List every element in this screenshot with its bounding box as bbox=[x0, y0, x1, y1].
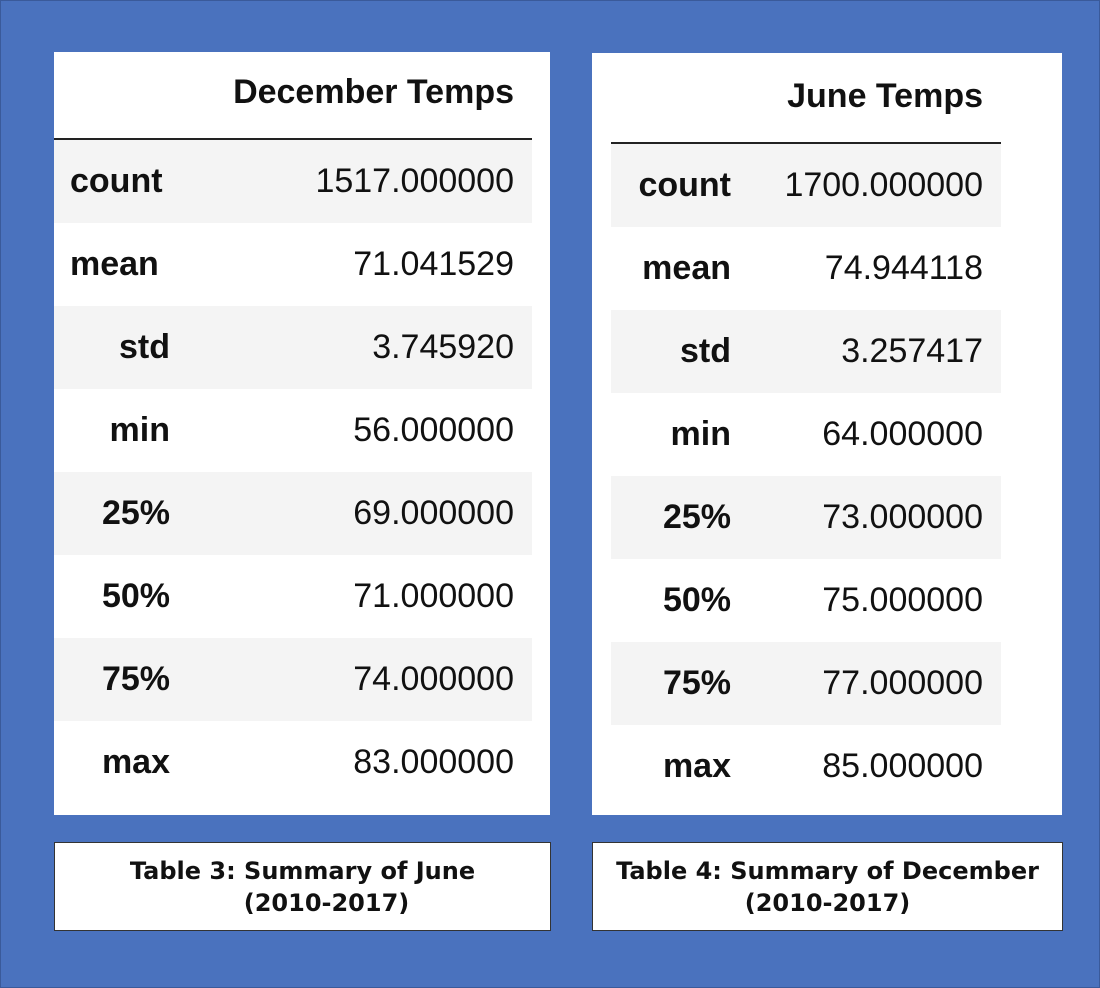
table-row: 75% 77.000000 bbox=[611, 642, 1001, 725]
table-4-caption: Table 4: Summary of December (2010-2017) bbox=[592, 842, 1063, 931]
row-label: std bbox=[611, 310, 749, 393]
december-temps-panel: December Temps count 1517.000000 mean 71… bbox=[54, 52, 550, 815]
table-row: 50% 75.000000 bbox=[611, 559, 1001, 642]
table-row: 25% 69.000000 bbox=[54, 472, 532, 555]
table-row: 25% 73.000000 bbox=[611, 476, 1001, 559]
row-value: 64.000000 bbox=[822, 415, 983, 453]
row-label: count bbox=[54, 139, 188, 223]
table-row: 75% 74.000000 bbox=[54, 638, 532, 721]
row-value: 1517.000000 bbox=[188, 139, 532, 223]
row-value: 71.041529 bbox=[353, 245, 514, 283]
june-temps-panel: June Temps count 1700.000000 mean 74.944… bbox=[592, 53, 1062, 815]
row-value: 75.000000 bbox=[822, 581, 983, 619]
row-label: 25% bbox=[611, 476, 749, 559]
december-temps-table: December Temps count 1517.000000 mean 71… bbox=[54, 73, 532, 804]
row-value: 3.745920 bbox=[188, 306, 532, 389]
table-row: count 1517.000000 bbox=[54, 139, 532, 223]
june-temps-table: June Temps count 1700.000000 mean 74.944… bbox=[611, 77, 1001, 808]
column-header: June Temps bbox=[749, 77, 1001, 118]
row-label: 25% bbox=[54, 472, 188, 555]
table-row: count 1700.000000 bbox=[611, 143, 1001, 227]
row-value: 71.000000 bbox=[353, 577, 514, 615]
row-value: 77.000000 bbox=[749, 642, 1001, 725]
table-row: min 56.000000 bbox=[54, 389, 532, 472]
corner-cell bbox=[54, 99, 188, 140]
row-label: max bbox=[662, 747, 731, 785]
table-row: 50% 71.000000 bbox=[54, 555, 532, 638]
row-value: 3.257417 bbox=[749, 310, 1001, 393]
row-label: min bbox=[670, 415, 731, 453]
caption-line-2: (2010-2017) bbox=[744, 889, 911, 917]
row-label: min bbox=[109, 411, 170, 449]
table-row: mean 74.944118 bbox=[611, 227, 1001, 310]
row-value: 74.000000 bbox=[188, 638, 532, 721]
caption-line-1: Table 4: Summary of December bbox=[616, 857, 1039, 885]
row-label: std bbox=[54, 306, 188, 389]
corner-cell bbox=[611, 103, 749, 144]
table-row: mean 71.041529 bbox=[54, 223, 532, 306]
row-value: 69.000000 bbox=[188, 472, 532, 555]
table-row: max 85.000000 bbox=[611, 725, 1001, 808]
row-value: 83.000000 bbox=[353, 743, 514, 781]
row-value: 1700.000000 bbox=[749, 143, 1001, 227]
row-label: count bbox=[611, 143, 749, 227]
row-label: mean bbox=[70, 245, 159, 283]
row-label: mean bbox=[642, 249, 731, 287]
row-value: 74.944118 bbox=[824, 249, 983, 287]
table-header-row: June Temps bbox=[611, 77, 1001, 144]
row-label: 75% bbox=[611, 642, 749, 725]
row-label: 50% bbox=[101, 577, 170, 615]
row-label: 75% bbox=[54, 638, 188, 721]
table-row: min 64.000000 bbox=[611, 393, 1001, 476]
row-value: 56.000000 bbox=[353, 411, 514, 449]
row-label: max bbox=[101, 743, 170, 781]
row-value: 85.000000 bbox=[822, 747, 983, 785]
caption-line-2: (2010-2017) bbox=[243, 889, 410, 917]
row-value: 73.000000 bbox=[749, 476, 1001, 559]
caption-line-1: Table 3: Summary of June bbox=[129, 857, 476, 885]
table-header-row: December Temps bbox=[54, 73, 532, 140]
row-label: 50% bbox=[662, 581, 731, 619]
table-row: std 3.745920 bbox=[54, 306, 532, 389]
table-row: std 3.257417 bbox=[611, 310, 1001, 393]
table-3-caption: Table 3: Summary of June (2010-2017) bbox=[54, 842, 551, 931]
column-header: December Temps bbox=[188, 73, 532, 114]
table-row: max 83.000000 bbox=[54, 721, 532, 804]
